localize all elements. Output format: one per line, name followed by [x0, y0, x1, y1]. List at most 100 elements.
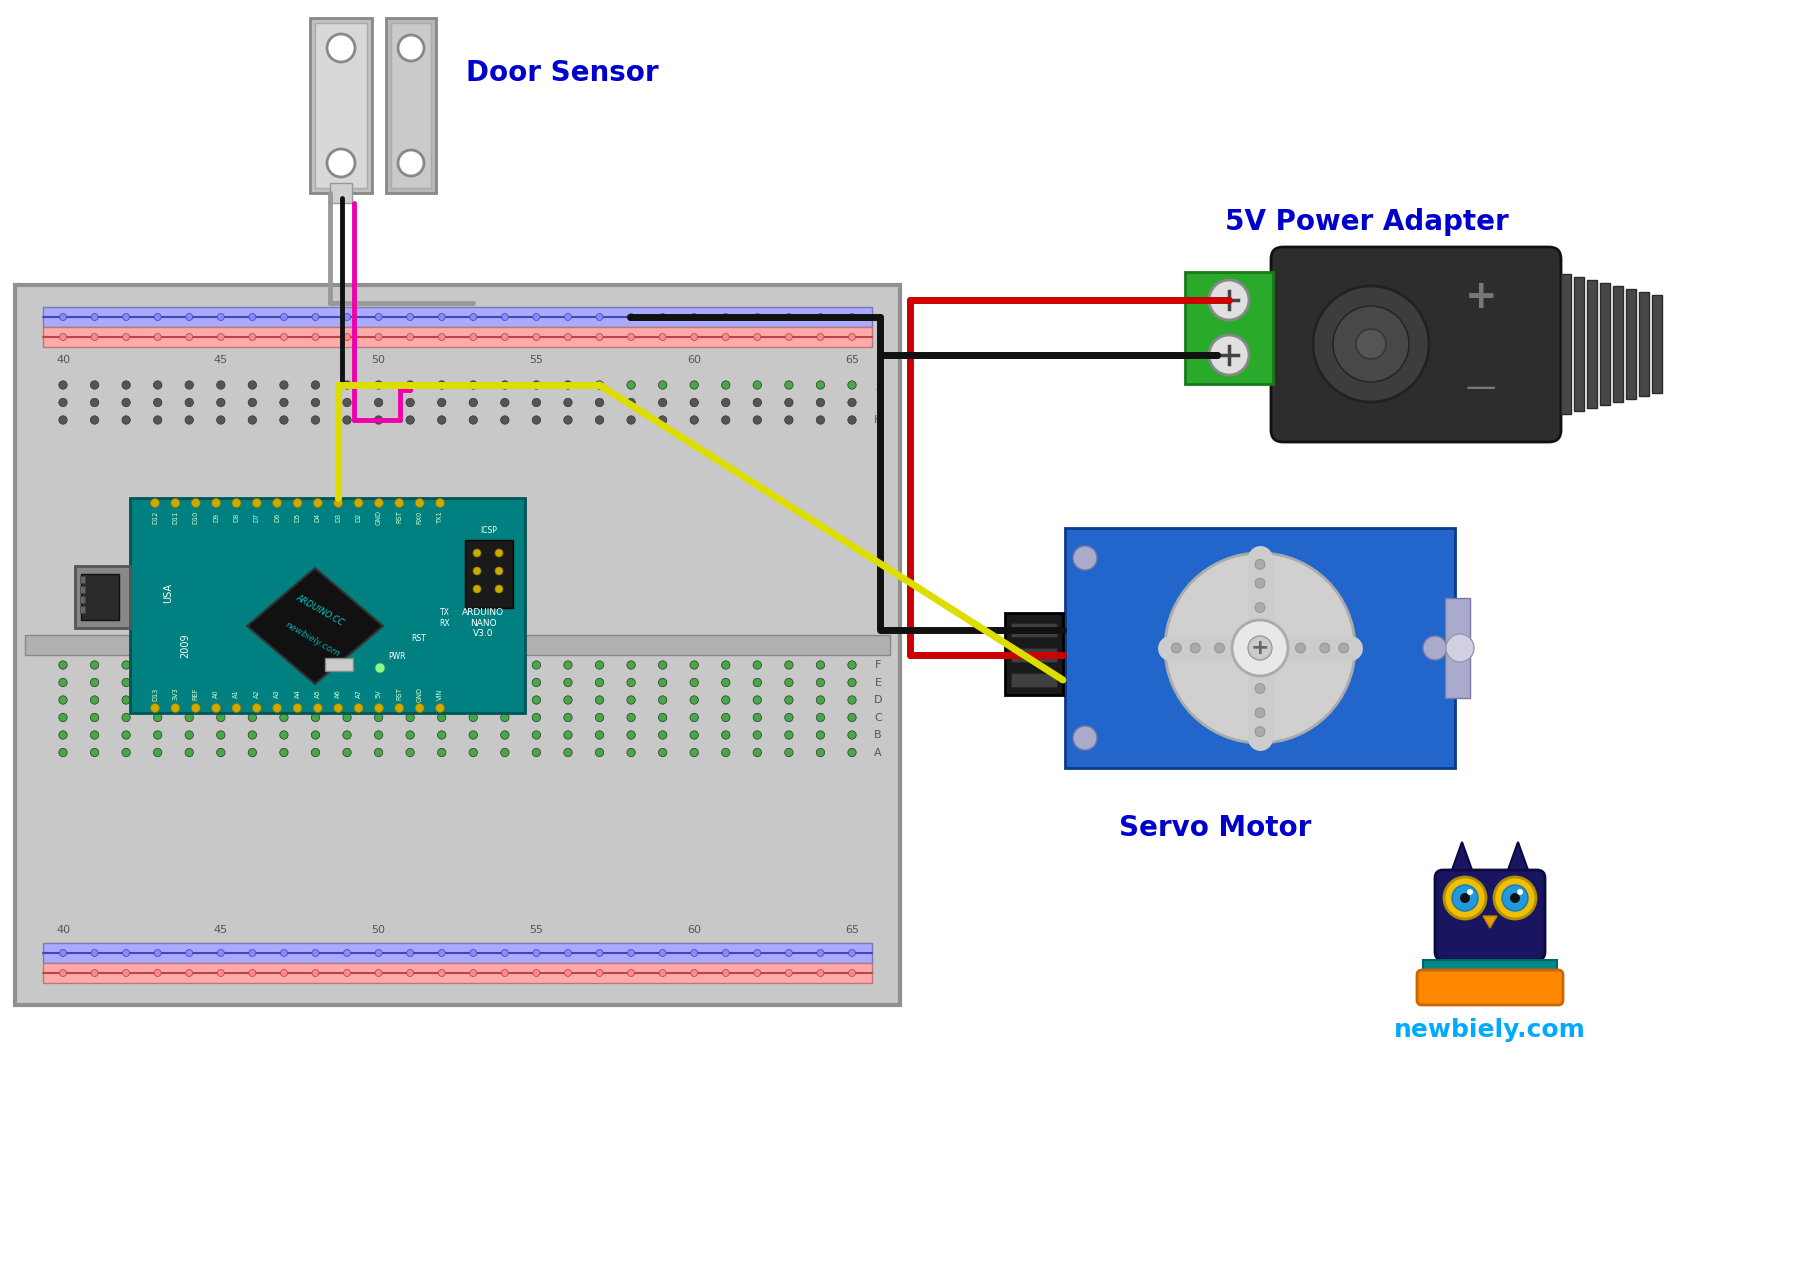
- Text: E: E: [875, 677, 882, 687]
- Circle shape: [247, 381, 256, 389]
- Circle shape: [154, 713, 161, 722]
- Circle shape: [473, 585, 481, 593]
- Circle shape: [405, 731, 414, 740]
- Circle shape: [185, 660, 194, 669]
- Text: REF: REF: [192, 687, 199, 700]
- Text: newbiely.com: newbiely.com: [283, 621, 342, 659]
- Text: D9: D9: [213, 512, 219, 521]
- Bar: [1011, 673, 1058, 687]
- Circle shape: [473, 549, 481, 557]
- Circle shape: [533, 398, 541, 407]
- Circle shape: [595, 678, 604, 686]
- Circle shape: [186, 314, 192, 320]
- Circle shape: [785, 950, 793, 956]
- Circle shape: [247, 713, 256, 722]
- Circle shape: [595, 731, 604, 740]
- Circle shape: [437, 334, 445, 340]
- Circle shape: [721, 660, 730, 669]
- Circle shape: [154, 381, 161, 389]
- Text: C: C: [875, 713, 882, 722]
- Circle shape: [785, 381, 793, 389]
- Circle shape: [502, 334, 509, 340]
- Circle shape: [658, 731, 667, 740]
- Circle shape: [344, 334, 351, 340]
- Circle shape: [375, 334, 382, 340]
- Circle shape: [280, 731, 289, 740]
- Circle shape: [753, 660, 762, 669]
- Circle shape: [785, 969, 793, 977]
- Bar: [43, 943, 871, 963]
- Circle shape: [437, 969, 445, 977]
- Circle shape: [59, 381, 66, 389]
- Circle shape: [353, 704, 362, 713]
- Circle shape: [342, 713, 351, 722]
- Text: D6: D6: [274, 512, 280, 522]
- Circle shape: [247, 398, 256, 407]
- Circle shape: [247, 660, 256, 669]
- Circle shape: [848, 660, 857, 669]
- Circle shape: [231, 498, 240, 507]
- Circle shape: [723, 314, 730, 320]
- Text: A4: A4: [294, 690, 301, 699]
- Circle shape: [721, 398, 730, 407]
- Circle shape: [470, 713, 477, 722]
- Circle shape: [721, 678, 730, 686]
- Circle shape: [1232, 620, 1287, 676]
- Text: D11: D11: [172, 511, 178, 524]
- Circle shape: [848, 696, 857, 704]
- Circle shape: [658, 749, 667, 756]
- Circle shape: [217, 416, 224, 424]
- Circle shape: [405, 398, 414, 407]
- Text: A2: A2: [255, 690, 260, 699]
- Circle shape: [312, 416, 319, 424]
- Circle shape: [753, 950, 760, 956]
- Circle shape: [1255, 579, 1266, 589]
- Text: 60: 60: [687, 355, 701, 365]
- Circle shape: [1494, 877, 1537, 919]
- Circle shape: [502, 314, 509, 320]
- Circle shape: [314, 704, 323, 713]
- Bar: [1651, 294, 1662, 393]
- Circle shape: [437, 950, 445, 956]
- Circle shape: [407, 314, 414, 320]
- Text: H: H: [873, 415, 882, 425]
- Circle shape: [785, 314, 793, 320]
- Circle shape: [185, 416, 194, 424]
- Circle shape: [312, 713, 319, 722]
- Circle shape: [217, 713, 224, 722]
- Circle shape: [342, 749, 351, 756]
- Circle shape: [533, 731, 541, 740]
- Circle shape: [326, 148, 355, 177]
- Bar: [1011, 648, 1058, 662]
- Circle shape: [753, 713, 762, 722]
- Circle shape: [280, 749, 289, 756]
- Circle shape: [217, 749, 224, 756]
- Text: 45: 45: [213, 925, 228, 934]
- Text: 60: 60: [687, 925, 701, 934]
- Circle shape: [154, 950, 161, 956]
- Circle shape: [59, 969, 66, 977]
- Circle shape: [185, 713, 194, 722]
- Circle shape: [280, 950, 287, 956]
- Circle shape: [405, 749, 414, 756]
- Circle shape: [59, 749, 66, 756]
- Circle shape: [375, 950, 382, 956]
- Circle shape: [217, 969, 224, 977]
- Circle shape: [280, 678, 289, 686]
- Circle shape: [785, 713, 793, 722]
- Circle shape: [122, 381, 131, 389]
- Circle shape: [91, 950, 99, 956]
- Circle shape: [217, 696, 224, 704]
- Circle shape: [690, 696, 699, 704]
- Circle shape: [721, 731, 730, 740]
- Text: 65: 65: [845, 355, 859, 365]
- Bar: [43, 307, 871, 326]
- Circle shape: [563, 749, 572, 756]
- Text: 65: 65: [845, 925, 859, 934]
- Bar: [310, 18, 371, 193]
- Circle shape: [273, 704, 282, 713]
- Text: 5V Power Adapter: 5V Power Adapter: [1225, 209, 1508, 236]
- Circle shape: [533, 696, 541, 704]
- Circle shape: [375, 969, 382, 977]
- Circle shape: [563, 731, 572, 740]
